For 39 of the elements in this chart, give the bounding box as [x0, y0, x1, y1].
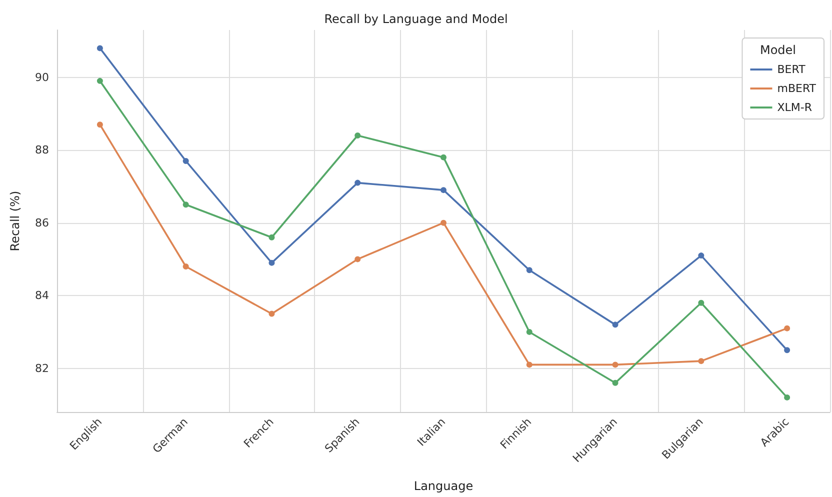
point — [698, 358, 704, 364]
legend-label: XLM-R — [777, 101, 812, 114]
y-tick-label: 90 — [35, 70, 49, 84]
point — [612, 362, 618, 368]
point — [698, 252, 704, 259]
point — [354, 256, 361, 262]
point — [526, 267, 532, 274]
point — [784, 347, 790, 354]
y-axis-title: Recall (%) — [8, 190, 22, 252]
y-tick-label: 84 — [35, 289, 49, 302]
point — [526, 362, 532, 368]
legend-label: mBERT — [777, 82, 816, 95]
point — [182, 202, 189, 208]
point — [96, 45, 103, 52]
point — [784, 394, 790, 400]
point — [96, 122, 103, 128]
point — [784, 325, 790, 332]
point — [182, 263, 189, 270]
point — [96, 78, 103, 84]
point — [612, 322, 618, 328]
legend-title: Model — [760, 43, 796, 57]
point — [612, 380, 618, 386]
y-tick-label: 88 — [35, 144, 49, 157]
y-tick-label: 86 — [35, 216, 49, 230]
point — [182, 158, 189, 164]
point — [268, 260, 275, 266]
x-axis-title: Language — [414, 479, 474, 493]
point — [354, 132, 361, 139]
chart-title: Recall by Language and Model — [324, 12, 508, 26]
point — [440, 220, 446, 226]
point — [268, 310, 275, 317]
point — [698, 300, 704, 306]
point — [440, 154, 446, 160]
point — [526, 328, 532, 335]
point — [354, 180, 361, 186]
y-tick-label: 82 — [35, 362, 49, 375]
point — [268, 234, 275, 240]
legend-label: BERT — [777, 63, 806, 76]
point — [440, 187, 446, 194]
